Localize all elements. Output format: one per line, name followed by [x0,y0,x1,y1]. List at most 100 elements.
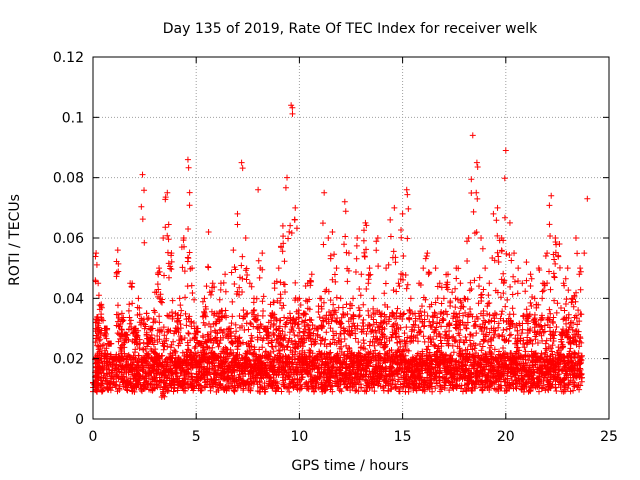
roti-peak-point [102,325,109,332]
roti-point [125,326,132,333]
roti-point [101,359,108,366]
roti-point [139,356,146,363]
roti-point [123,374,130,381]
roti-point [186,189,193,196]
roti-point [113,378,120,385]
roti-point [143,329,150,336]
roti-point [97,331,104,338]
roti-point [178,244,185,251]
roti-point [147,381,154,388]
roti-point [146,361,153,368]
roti-point [140,320,147,327]
roti-point [160,374,167,381]
roti-peak-point [147,325,154,332]
roti-peak-point [135,295,142,302]
roti-point [115,311,122,318]
roti-point [172,348,179,355]
roti-point [118,316,125,323]
roti-point [101,332,108,339]
roti-point [117,361,124,368]
roti-point [180,368,187,375]
roti-point [120,371,127,378]
roti-point [184,363,191,370]
roti-point [154,378,161,385]
roti-point [126,301,133,308]
roti-point [136,305,143,312]
roti-point [171,381,178,388]
roti-point [100,341,107,348]
roti-point [175,382,182,389]
roti-point [142,373,149,380]
roti-point [150,384,157,391]
roti-peak-point [156,265,163,272]
roti-point [167,327,174,334]
roti-point [180,387,187,394]
roti-point [177,340,184,347]
roti-peak-point [123,331,130,338]
roti-point [154,281,161,288]
roti-point [151,375,158,382]
roti-point [167,365,174,372]
roti-point [185,315,192,322]
roti-point [128,283,135,290]
roti-point [145,354,152,361]
roti-point [165,236,172,243]
roti-point [156,313,163,320]
roti-point [165,387,172,394]
roti-point [103,370,110,377]
roti-point [100,317,107,324]
roti-point [118,357,125,364]
roti-point [127,380,134,387]
roti-point [134,371,141,378]
roti-peak-point [106,340,113,347]
roti-peak-point [95,280,102,287]
roti-point [166,312,173,319]
roti-point [121,339,128,346]
roti-point [97,336,104,343]
roti-point [151,385,158,392]
roti-point [185,366,192,373]
roti-point [161,332,168,339]
roti-point [136,345,143,352]
roti-point [185,330,192,337]
roti-point [125,307,132,314]
roti-point [175,329,182,336]
roti-point [154,370,161,377]
roti-point [144,316,151,323]
roti-point [95,292,102,299]
roti-point [96,348,103,355]
roti-point [139,366,146,373]
roti-point [156,319,163,326]
roti-point [165,274,172,281]
roti-point [183,369,190,376]
roti-peak-point [131,325,138,332]
roti-point [163,337,170,344]
roti-point [185,164,192,171]
roti-point [118,345,125,352]
roti-peak-point [114,247,121,254]
data-points [90,102,591,401]
roti-point [185,225,192,232]
roti-point [114,330,121,337]
roti-point [154,338,161,345]
roti-point [104,360,111,367]
roti-point [135,352,142,359]
roti-point [98,304,105,311]
roti-point [165,221,172,228]
roti-point [184,283,191,290]
roti-point [115,260,122,267]
roti-point [178,336,185,343]
roti-point [133,383,140,390]
roti-point [138,362,145,369]
roti-point [117,336,124,343]
roti-point [125,360,132,367]
roti-point [146,372,153,379]
roti-point [171,350,178,357]
roti-point [134,341,141,348]
roti-point [117,321,124,328]
roti-point [184,352,191,359]
roti-point [164,329,171,336]
roti-point [158,371,165,378]
roti-point [164,388,171,395]
